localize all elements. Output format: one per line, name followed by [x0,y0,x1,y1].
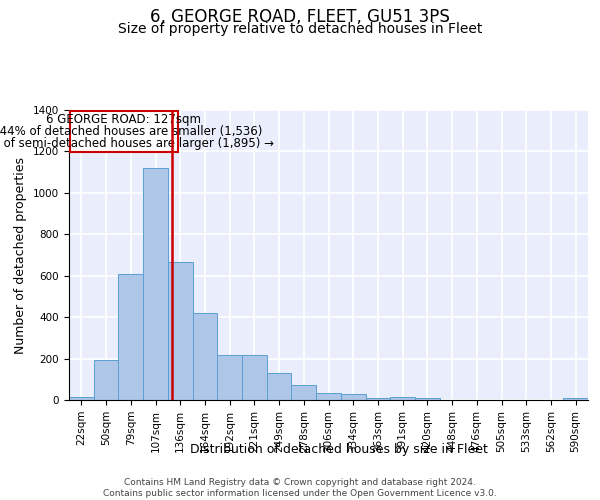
Bar [563,398,588,400]
Bar [168,262,193,400]
Bar [94,360,118,400]
Bar [69,397,94,400]
Text: Contains HM Land Registry data © Crown copyright and database right 2024.
Contai: Contains HM Land Registry data © Crown c… [103,478,497,498]
Bar [316,393,341,400]
Text: 55% of semi-detached houses are larger (1,895) →: 55% of semi-detached houses are larger (… [0,137,274,150]
Bar [193,313,217,400]
Bar [390,397,415,400]
Text: 6 GEORGE ROAD: 127sqm: 6 GEORGE ROAD: 127sqm [46,113,202,126]
Bar [415,398,440,400]
Text: 6, GEORGE ROAD, FLEET, GU51 3PS: 6, GEORGE ROAD, FLEET, GU51 3PS [150,8,450,26]
Bar [292,385,316,400]
Text: Size of property relative to detached houses in Fleet: Size of property relative to detached ho… [118,22,482,36]
FancyBboxPatch shape [70,112,178,152]
Bar [267,373,292,400]
Text: Distribution of detached houses by size in Fleet: Distribution of detached houses by size … [190,442,488,456]
Y-axis label: Number of detached properties: Number of detached properties [14,156,28,354]
Text: ← 44% of detached houses are smaller (1,536): ← 44% of detached houses are smaller (1,… [0,125,262,138]
Bar [217,356,242,400]
Bar [143,168,168,400]
Bar [365,398,390,400]
Bar [341,394,365,400]
Bar [242,356,267,400]
Bar [118,274,143,400]
